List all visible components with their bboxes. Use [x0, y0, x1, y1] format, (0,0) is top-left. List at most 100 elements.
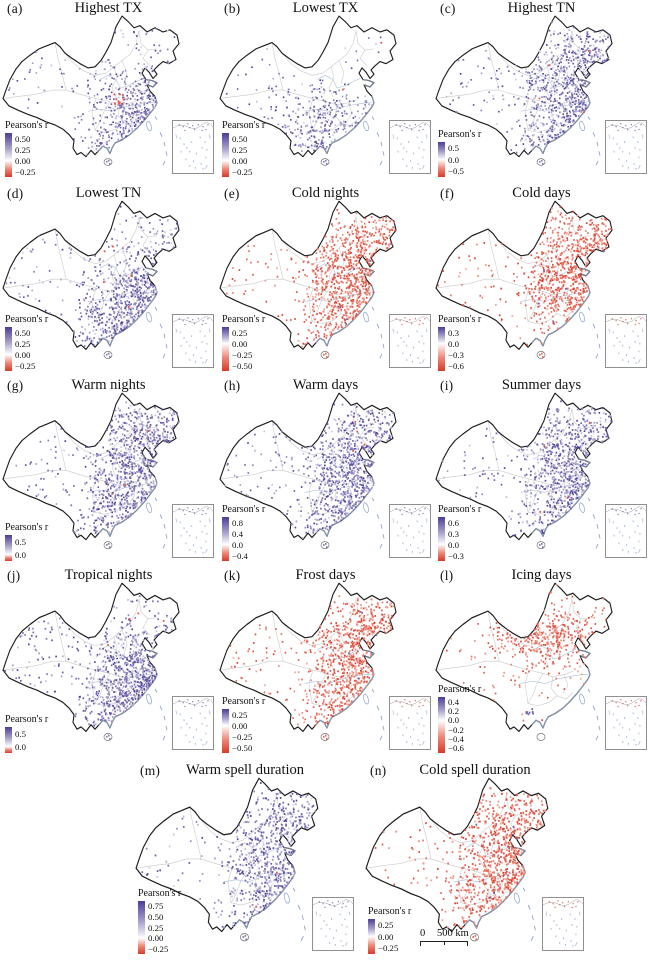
colorbar-tick: 0.50 [148, 911, 164, 922]
china-map [435, 15, 613, 166]
colorbar-tick: 0.00 [232, 720, 248, 731]
colorbar-ticks: 0.50 0.25 0.00 −0.25 [15, 133, 51, 177]
colorbar-tick: 0.50 [232, 133, 248, 144]
map-panel-f: (f) Cold days Pearson's r 0.3 0.0 −0.3 −0.6 [433, 185, 650, 377]
colorbar-tick: −0.2 [448, 724, 464, 735]
panel-tag: (n) [370, 763, 387, 778]
colorbar-tick: −0.50 [232, 742, 253, 753]
panel-tag: (l) [440, 568, 454, 583]
china-map [135, 777, 319, 942]
china-map [435, 582, 613, 741]
panel-title: Frost days [295, 567, 356, 583]
panel-title: Highest TX [74, 0, 143, 16]
colorbar-label: Pearson's r [5, 522, 49, 533]
scale-bar: 0 500 km [420, 927, 469, 946]
colorbar-tick: −0.3 [448, 550, 464, 561]
colorbar-tick: 0.5 [15, 536, 26, 547]
colorbar-label: Pearson's r [138, 888, 182, 899]
panel-title: Lowest TX [292, 0, 359, 16]
colorbar-tick: 0.0 [448, 539, 459, 550]
colorbar: Pearson's r 0.5 0.0 [5, 714, 51, 753]
colorbar-tick: 0.25 [15, 144, 31, 155]
south-china-sea-inset [172, 314, 214, 368]
colorbar-tick: 0.25 [15, 338, 31, 349]
map-panel-k: (k) Frost days Pearson's r 0.25 0.00 −0.25… [217, 567, 434, 759]
panel-title: Cold spell duration [419, 762, 531, 778]
scale-bar-zero: 0 [420, 927, 426, 939]
colorbar-ticks: 0.3 0.0 −0.3 −0.6 [448, 327, 484, 371]
colorbar: Pearson's r 0.25 0.00 −0.25 [368, 906, 414, 954]
scale-bar-label: 500 km [437, 927, 469, 939]
colorbar-gradient [5, 535, 12, 561]
colorbar-label: Pearson's r [5, 120, 49, 131]
south-china-sea-inset [605, 120, 647, 174]
colorbar-tick: −0.50 [232, 360, 253, 371]
colorbar-label: Pearson's r [438, 129, 482, 140]
colorbar-tick: 0.50 [15, 133, 31, 144]
colorbar-label: Pearson's r [222, 314, 266, 325]
colorbar-gradient [438, 142, 445, 177]
colorbar-tick: 0.00 [148, 933, 164, 944]
china-map [365, 777, 549, 942]
colorbar-label: Pearson's r [5, 714, 49, 725]
colorbar: Pearson's r 0.25 0.00 −0.25 −0.50 [222, 314, 268, 371]
colorbar-label: Pearson's r [438, 504, 482, 515]
colorbar: Pearson's r 0.6 0.3 0.0 −0.3 [438, 504, 484, 561]
colorbar-gradient [5, 327, 12, 371]
colorbar-ticks: 0.25 0.00 −0.25 −0.50 [232, 327, 268, 371]
colorbar-ticks: 0.50 0.25 0.00 −0.25 [232, 133, 268, 177]
colorbar: Pearson's r 0.8 0.4 0.0 −0.4 [222, 504, 268, 561]
panel-tag: (g) [7, 378, 24, 393]
map-panel-j: (j) Tropical nights Pearson's r 0.5 0.0 [0, 567, 217, 759]
colorbar-tick: 0.00 [378, 931, 394, 942]
china-map [219, 392, 397, 550]
panel-title: Highest TN [507, 0, 576, 16]
panel-tag: (a) [7, 1, 23, 16]
colorbar-tick: 0.2 [448, 706, 459, 716]
colorbar-tick: −0.5 [448, 166, 464, 177]
colorbar-gradient [222, 133, 229, 177]
colorbar-tick: 0.0 [232, 539, 243, 550]
colorbar-tick: −0.6 [448, 743, 464, 754]
map-panel-a: (a) Highest TX Pearson's r 0.50 0.25 0.00−… [0, 0, 217, 183]
china-map [435, 200, 613, 359]
colorbar-ticks: 0.8 0.4 0.0 −0.4 [232, 517, 268, 561]
map-panel-l: (l) Icing days Pearson's r 0.4 0.2 0.0 −0.2… [433, 567, 650, 759]
colorbar: Pearson's r 0.4 0.2 0.0 −0.2 −0.4 −0.6 [438, 684, 484, 753]
colorbar-ticks: 0.25 0.00 −0.25 −0.50 [232, 709, 268, 753]
colorbar-tick: 0.00 [232, 155, 248, 166]
colorbar-gradient [222, 327, 229, 371]
colorbar-tick: 0.25 [378, 919, 394, 930]
panel-tag: (j) [7, 568, 21, 583]
china-map [435, 392, 613, 550]
colorbar-tick: −0.25 [232, 731, 253, 742]
panel-title: Summer days [501, 377, 582, 393]
colorbar: Pearson's r 0.5 0.0 [5, 522, 51, 561]
south-china-sea-inset [389, 504, 431, 558]
panel-tag: (c) [440, 1, 456, 16]
colorbar-tick: −0.4 [448, 734, 464, 744]
colorbar-tick: 0.4 [232, 528, 243, 539]
map-panel-n: (n) Cold spell duration Pearson's r 0.25… [363, 762, 587, 960]
colorbar-tick: 0.25 [148, 922, 164, 933]
panel-title: Warm days [292, 377, 359, 393]
colorbar-tick: 0.00 [232, 338, 248, 349]
scale-bar-line [420, 941, 468, 946]
colorbar-tick: 0.0 [448, 154, 459, 165]
china-map [219, 200, 397, 359]
colorbar-ticks: 0.5 0.0 [15, 535, 51, 561]
colorbar-gradient [222, 709, 229, 753]
panel-title: Tropical nights [64, 567, 153, 583]
colorbar-tick: 0.25 [232, 327, 248, 338]
map-panel-b: (b) Lowest TX Pearson's r 0.50 0.25 0.00 −0… [217, 0, 434, 183]
colorbar-tick: 0.4 [448, 696, 459, 707]
colorbar-tick: −0.25 [232, 166, 253, 177]
panel-tag: (f) [440, 186, 455, 201]
colorbar-tick: 0.3 [448, 327, 459, 338]
south-china-sea-inset [605, 504, 647, 558]
colorbar-ticks: 0.5 0.0 [15, 727, 51, 753]
panel-tag: (e) [224, 186, 240, 201]
panel-title: Lowest TN [75, 185, 142, 201]
colorbar: Pearson's r 0.75 0.50 0.25 0.00 −0.25 [138, 888, 184, 954]
panel-tag: (i) [440, 378, 454, 393]
